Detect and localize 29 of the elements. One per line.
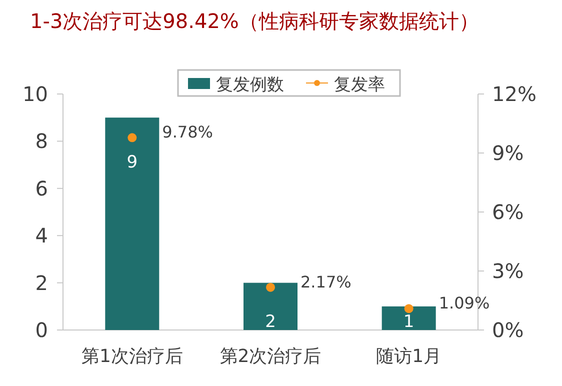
y-tick-label: 0 — [35, 318, 48, 342]
data-label: 1 — [403, 312, 414, 332]
y2-tick-label: 0% — [492, 318, 524, 342]
y-tick-label: 2 — [35, 270, 48, 295]
y2-tick-label: 9% — [492, 141, 524, 165]
data-label: 9 — [126, 152, 138, 173]
x-tick-label: 随访1月 — [376, 346, 442, 367]
bar — [382, 306, 436, 330]
y2-tick-label: 3% — [492, 259, 524, 283]
y-tick-label: 8 — [35, 129, 48, 154]
data-label: 2.17% — [300, 272, 352, 292]
y-tick-label: 10 — [22, 82, 48, 106]
point — [404, 304, 414, 314]
bar — [105, 118, 160, 330]
x-tick-label: 第2次治疗后 — [220, 346, 322, 367]
data-label: 9.78% — [162, 122, 213, 142]
y2-tick-label: 12% — [492, 82, 536, 106]
bar — [244, 282, 298, 330]
x-tick-label: 第1次治疗后 — [81, 346, 183, 367]
legend-label: 复发例数 — [216, 75, 284, 95]
chart-title: 1-3次治疗可达98.42%（性病科研专家数据统计） — [30, 9, 479, 33]
y-tick-label: 4 — [35, 224, 48, 248]
point — [266, 282, 275, 292]
y-tick-label: 6 — [35, 176, 48, 200]
legend-label: 复发率 — [334, 75, 385, 95]
data-label: 1.09% — [438, 294, 490, 313]
y2-tick-label: 6% — [492, 200, 524, 224]
point — [128, 133, 137, 142]
data-label: 2 — [265, 312, 276, 332]
